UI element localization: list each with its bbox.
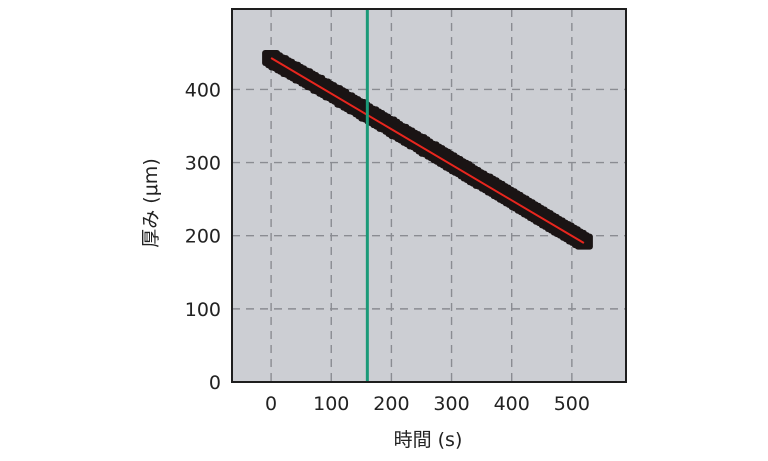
x-tick-label: 200 xyxy=(373,393,409,415)
data-point xyxy=(574,233,593,250)
x-axis-ticks: 0 100 200 300 400 500 xyxy=(265,393,590,415)
x-axis-label: 時間 (s) xyxy=(394,429,463,451)
y-tick-label: 100 xyxy=(185,299,221,321)
y-tick-label: 0 xyxy=(209,372,221,394)
x-tick-label: 500 xyxy=(554,393,590,415)
fit-line xyxy=(270,57,585,244)
y-tick-label: 400 xyxy=(185,79,221,101)
y-tick-label: 200 xyxy=(185,226,221,248)
x-tick-label: 0 xyxy=(265,393,277,415)
x-tick-label: 100 xyxy=(313,393,349,415)
x-tick-label: 400 xyxy=(494,393,530,415)
y-axis-label: 厚み (μm) xyxy=(140,158,162,247)
x-tick-label: 300 xyxy=(433,393,469,415)
y-axis-ticks: 0 100 200 300 400 xyxy=(185,79,221,394)
plot-frame xyxy=(231,8,627,383)
y-tick-label: 300 xyxy=(185,153,221,175)
